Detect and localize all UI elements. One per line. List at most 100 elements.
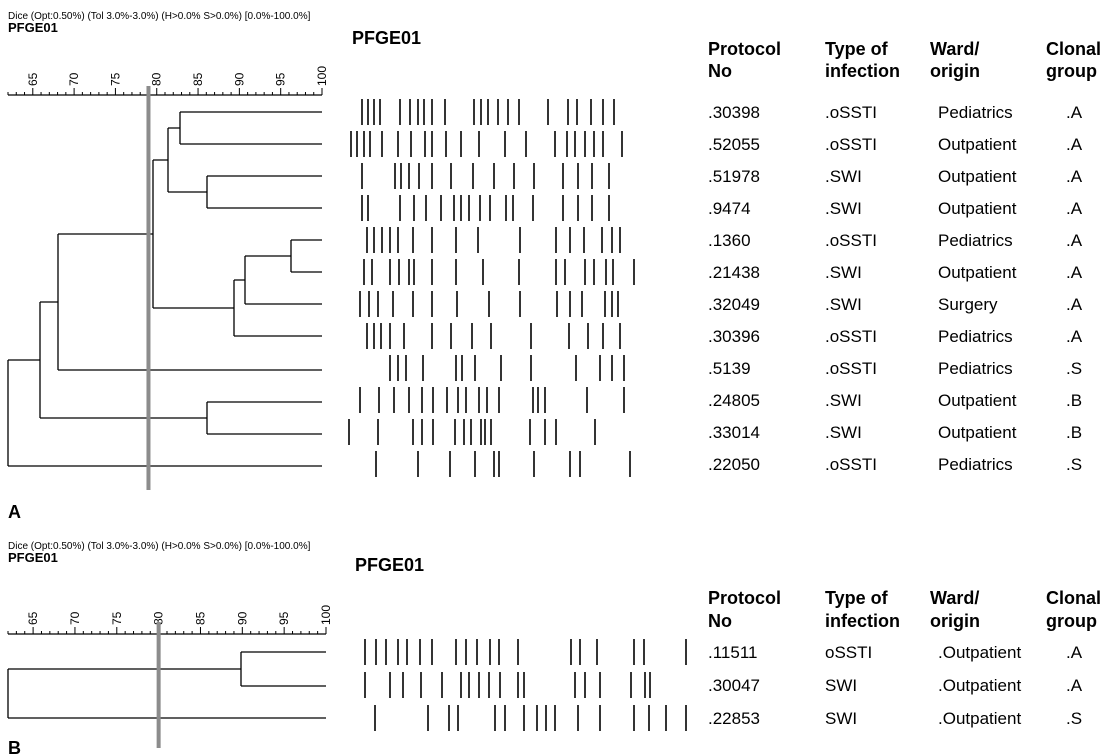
table-cell-protocol: .1360 (708, 231, 751, 250)
table-cell-infection: .SWI (825, 199, 862, 218)
table-cell-protocol: .11511 (708, 643, 757, 662)
scale-tick-label: 100 (315, 66, 329, 86)
panel-a-table-header: Protocol No Type of infection Ward/ orig… (708, 39, 1101, 81)
table-cell-group: .A (1066, 295, 1083, 314)
col-header-infection-line2: infection (825, 611, 900, 631)
table-cell-group: .A (1066, 676, 1083, 695)
panel-a-similarity-scale: 65 70 75 80 85 90 95 100 (7, 66, 329, 96)
table-cell-protocol: .9474 (708, 199, 751, 218)
scale-tick-label: 65 (26, 611, 40, 625)
table-cell-ward: Outpatient (938, 263, 1017, 282)
table-cell-ward: Pediatrics (938, 359, 1013, 378)
table-cell-infection: .SWI (825, 295, 862, 314)
table-cell-infection: .oSSTI (825, 135, 877, 154)
table-cell-infection: .SWI (825, 391, 862, 410)
table-cell-group: .A (1066, 643, 1083, 662)
scale-tick-label: 90 (235, 611, 249, 625)
panel-a-gel-bands (348, 99, 635, 477)
table-cell-infection: .SWI (825, 167, 862, 186)
panel-a-experiment-label: PFGE01 (8, 20, 58, 35)
panel-a-label: A (8, 502, 21, 522)
table-cell-ward: .Outpatient (938, 676, 1021, 695)
scale-tick-label: 85 (193, 611, 207, 625)
table-cell-infection: SWI (825, 676, 857, 695)
col-header-infection-line2: infection (825, 61, 900, 81)
table-cell-protocol: .30398 (708, 103, 760, 122)
table-cell-infection: SWI (825, 709, 857, 728)
panel-b: Dice (Opt:0.50%) (Tol 3.0%-3.0%) (H>0.0%… (7, 541, 1101, 755)
table-cell-protocol: .32049 (708, 295, 760, 314)
table-cell-infection: .oSSTI (825, 231, 877, 250)
table-cell-ward: Outpatient (938, 167, 1017, 186)
panel-b-gel-bands (364, 639, 687, 731)
table-cell-infection: .oSSTI (825, 455, 877, 474)
panel-a-params: Dice (Opt:0.50%) (Tol 3.0%-3.0%) (H>0.0%… (8, 11, 311, 22)
panel-b-experiment-label: PFGE01 (8, 550, 58, 565)
col-header-group-line1: Clonal (1046, 588, 1101, 608)
table-cell-protocol: .21438 (708, 263, 760, 282)
panel-a-table-rows: .30398 .oSSTI Pediatrics .A .52055 .oSSTI Outp… (708, 103, 1083, 474)
table-cell-group: .A (1066, 327, 1083, 346)
table-cell-ward: Pediatrics (938, 327, 1013, 346)
col-header-group-line1: Clonal (1046, 39, 1101, 59)
table-cell-group: .A (1066, 103, 1083, 122)
col-header-ward-line2: origin (930, 61, 980, 81)
table-cell-ward: Outpatient (938, 135, 1017, 154)
panel-b-dendrogram (7, 651, 326, 719)
table-cell-infection: oSSTI (825, 643, 872, 662)
table-cell-group: .B (1066, 391, 1082, 410)
col-header-protocol-line2: No (708, 611, 732, 631)
table-cell-group: .A (1066, 231, 1083, 250)
scale-tick-label: 95 (274, 72, 288, 86)
dendro-branch (290, 239, 322, 273)
table-cell-group: .B (1066, 423, 1082, 442)
panel-b-similarity-scale: 65 70 75 80 85 90 95 100 (7, 605, 333, 635)
table-cell-protocol: .33014 (708, 423, 760, 442)
dendro-branch (152, 159, 234, 309)
dendro-branch (39, 301, 207, 419)
table-cell-ward: Outpatient (938, 199, 1017, 218)
table-cell-infection: .SWI (825, 423, 862, 442)
col-header-ward-line1: Ward/ (930, 39, 979, 59)
dendro-branch (179, 111, 322, 145)
table-cell-ward: .Outpatient (938, 709, 1021, 728)
col-header-infection-line1: Type of (825, 39, 889, 59)
scale-tick-label: 70 (67, 72, 81, 86)
dendro-branch (7, 668, 326, 719)
panel-b-table-rows: .11511 oSSTI .Outpatient .A .30047 SWI .Outpat… (708, 643, 1083, 728)
table-cell-ward: .Outpatient (938, 643, 1021, 662)
dendro-branch (240, 651, 326, 687)
dendro-branch (167, 127, 207, 193)
scale-tick-label: 65 (26, 72, 40, 86)
scale-tick-label: 90 (232, 72, 246, 86)
table-cell-protocol: .24805 (708, 391, 760, 410)
panel-b-gel-label: PFGE01 (355, 555, 424, 575)
table-cell-ward: Outpatient (938, 423, 1017, 442)
table-cell-group: .A (1066, 263, 1083, 282)
col-header-protocol-line1: Protocol (708, 588, 781, 608)
scale-tick-label: 85 (191, 72, 205, 86)
table-cell-infection: .oSSTI (825, 359, 877, 378)
panel-a-dendrogram (7, 111, 322, 467)
table-cell-group: .S (1066, 709, 1082, 728)
col-header-group-line2: group (1046, 611, 1097, 631)
panel-a-gel-label: PFGE01 (352, 28, 421, 48)
table-cell-protocol: .5139 (708, 359, 751, 378)
table-cell-ward: Pediatrics (938, 231, 1013, 250)
panel-b-params: Dice (Opt:0.50%) (Tol 3.0%-3.0%) (H>0.0%… (8, 541, 311, 552)
dendro-branch (7, 359, 322, 467)
table-cell-protocol: .52055 (708, 135, 760, 154)
table-cell-group: .S (1066, 359, 1082, 378)
scale-tick-label: 80 (150, 72, 164, 86)
table-cell-ward: Pediatrics (938, 455, 1013, 474)
table-cell-protocol: .22853 (708, 709, 760, 728)
panel-b-table-header: Protocol No Type of infection Ward/ orig… (708, 588, 1101, 631)
table-cell-infection: .oSSTI (825, 103, 877, 122)
table-cell-ward: Pediatrics (938, 103, 1013, 122)
col-header-ward-line2: origin (930, 611, 980, 631)
panel-a: Dice (Opt:0.50%) (Tol 3.0%-3.0%) (H>0.0%… (7, 11, 1101, 522)
table-cell-ward: Surgery (938, 295, 998, 314)
scale-tick-label: 75 (110, 611, 124, 625)
scale-tick-label: 70 (68, 611, 82, 625)
scale-tick-label: 75 (108, 72, 122, 86)
